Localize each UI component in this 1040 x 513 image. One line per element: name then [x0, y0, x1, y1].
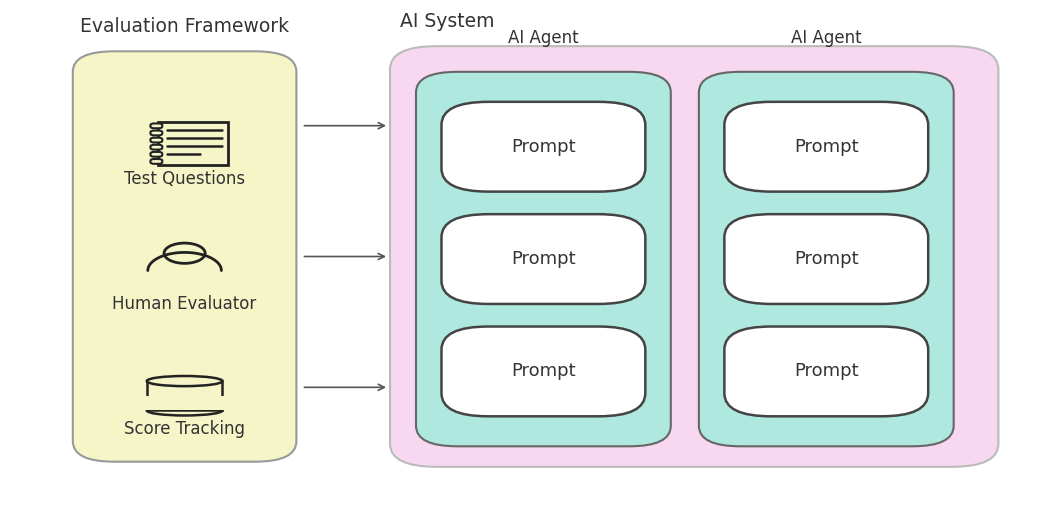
FancyBboxPatch shape	[151, 159, 162, 164]
FancyBboxPatch shape	[699, 72, 954, 446]
Bar	[145, 396, 225, 410]
Text: AI Agent: AI Agent	[791, 29, 861, 48]
FancyBboxPatch shape	[416, 72, 671, 446]
Text: Prompt: Prompt	[794, 250, 859, 268]
FancyBboxPatch shape	[151, 152, 162, 156]
Text: Prompt: Prompt	[511, 250, 576, 268]
Text: Prompt: Prompt	[794, 137, 859, 156]
Ellipse shape	[147, 376, 223, 386]
FancyBboxPatch shape	[151, 131, 162, 135]
Text: Test Questions: Test Questions	[124, 170, 245, 188]
FancyBboxPatch shape	[724, 214, 929, 304]
FancyBboxPatch shape	[390, 46, 998, 467]
Text: Prompt: Prompt	[511, 362, 576, 381]
Text: Evaluation Framework: Evaluation Framework	[80, 17, 289, 36]
FancyBboxPatch shape	[73, 51, 296, 462]
FancyBboxPatch shape	[724, 327, 929, 417]
FancyBboxPatch shape	[441, 102, 645, 192]
FancyBboxPatch shape	[441, 327, 645, 417]
Text: AI System: AI System	[400, 12, 495, 31]
Ellipse shape	[147, 405, 223, 416]
Text: Prompt: Prompt	[794, 362, 859, 381]
Bar	[147, 381, 223, 410]
FancyBboxPatch shape	[441, 214, 645, 304]
Text: Human Evaluator: Human Evaluator	[112, 294, 257, 312]
FancyBboxPatch shape	[724, 102, 929, 192]
Text: Score Tracking: Score Tracking	[124, 420, 245, 438]
FancyBboxPatch shape	[151, 145, 162, 150]
FancyBboxPatch shape	[151, 137, 162, 143]
Circle shape	[164, 243, 205, 263]
FancyBboxPatch shape	[158, 122, 228, 165]
Text: AI Agent: AI Agent	[509, 29, 578, 48]
Text: Prompt: Prompt	[511, 137, 576, 156]
FancyBboxPatch shape	[151, 124, 162, 128]
